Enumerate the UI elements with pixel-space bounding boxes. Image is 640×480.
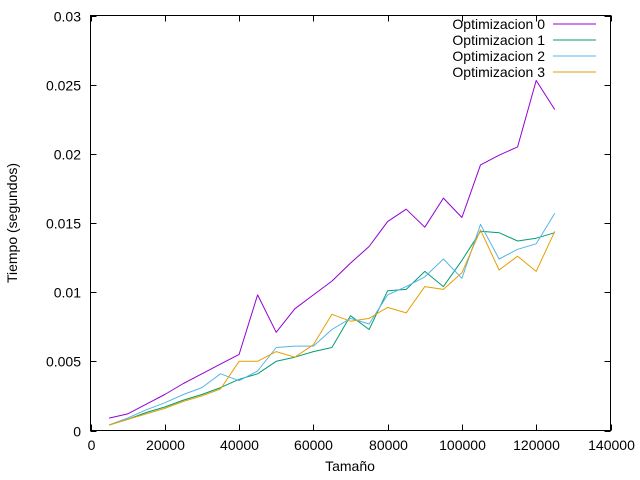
x-tick-label: 20000 xyxy=(146,437,185,453)
series-line-optimizacion-2 xyxy=(108,213,556,426)
y-tick-label: 0.005 xyxy=(46,354,81,370)
series-line-optimizacion-0 xyxy=(108,80,556,419)
x-tick-label: 120000 xyxy=(513,437,560,453)
y-tick-label: 0.02 xyxy=(54,147,81,163)
x-tick-label: 80000 xyxy=(369,437,408,453)
y-tick-label: 0.015 xyxy=(46,216,81,232)
series-line-optimizacion-3 xyxy=(108,229,556,426)
y-tick-label: 0.03 xyxy=(54,9,81,25)
x-tick-label: 140000 xyxy=(588,437,635,453)
legend-label: Optimizacion 2 xyxy=(452,48,545,64)
y-tick-label: 0 xyxy=(73,424,81,440)
x-tick-label: 0 xyxy=(88,437,96,453)
axis-ticks xyxy=(90,15,612,432)
series-line-optimizacion-1 xyxy=(108,230,555,426)
legend-label: Optimizacion 3 xyxy=(452,64,545,80)
data-series xyxy=(108,80,556,426)
y-tick-label: 0.025 xyxy=(46,78,81,94)
x-tick-label: 60000 xyxy=(294,437,333,453)
y-axis-title: Tiempo (segundos) xyxy=(4,163,20,283)
x-tick-label: 100000 xyxy=(439,437,486,453)
axis-tick-labels: 0 20000 40000 60000 80000 100000 120000 140000 0… xyxy=(46,9,635,454)
legend-label: Optimizacion 1 xyxy=(452,32,545,48)
x-tick-label: 40000 xyxy=(220,437,259,453)
x-axis-title: Tamaño xyxy=(325,458,375,474)
legend-label: Optimizacion 0 xyxy=(452,16,545,32)
y-tick-label: 0.01 xyxy=(54,285,81,301)
